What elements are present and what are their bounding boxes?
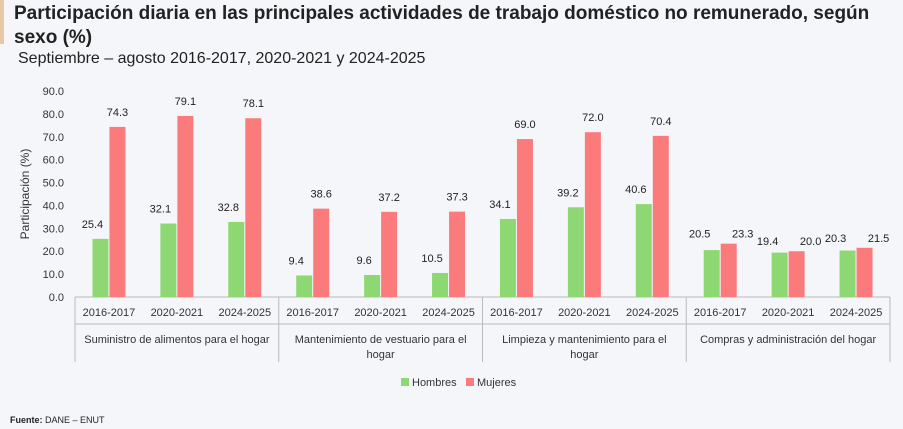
bar-mujeres [313,208,330,297]
y-tick-label: 40.0 [43,200,64,212]
data-label-hombres: 19.4 [757,236,778,248]
bar-mujeres [449,211,466,297]
data-label-hombres: 25.4 [82,219,103,231]
y-tick-label: 60.0 [43,155,64,167]
bar-mujeres [381,211,398,297]
x-tick-label: 2024-2025 [830,307,883,319]
y-tick-label: 10.0 [43,269,64,281]
x-tick-label: 2016-2017 [286,307,339,319]
data-label-mujeres: 74.3 [107,107,128,119]
data-label-hombres: 20.3 [825,233,846,245]
chart-subtitle: Septiembre – agosto 2016-2017, 2020-2021… [18,50,426,67]
bar-hombres [92,238,109,297]
x-tick-label: 2016-2017 [83,307,136,319]
bar-hombres [364,275,381,297]
data-label-mujeres: 70.4 [650,116,671,128]
data-label-mujeres: 37.2 [378,192,399,204]
x-group-label: Mantenimiento de vestuario para el [295,334,467,346]
data-label-hombres: 32.8 [218,202,239,214]
bar-mujeres [584,132,601,297]
x-group-label: Compras y administración del hogar [700,334,876,346]
data-label-mujeres: 23.3 [732,229,753,241]
y-tick-label: 50.0 [43,178,64,190]
bar-hombres [771,252,788,297]
y-tick-label: 20.0 [43,246,64,258]
data-label-hombres: 34.1 [489,199,510,211]
y-tick-label: 30.0 [43,223,64,235]
bar-hombres [499,218,516,297]
x-group-label: Suministro de alimentos para el hogar [84,334,270,346]
data-label-hombres: 9.4 [289,255,304,267]
y-tick-label: 0.0 [49,292,64,304]
data-label-mujeres: 20.0 [800,236,821,248]
data-label-mujeres: 79.1 [175,96,196,108]
y-tick-label: 80.0 [43,109,64,121]
bar-mujeres [720,243,737,297]
y-tick-label: 70.0 [43,132,64,144]
source-text: DANE – ENUT [45,415,105,425]
data-label-hombres: 32.1 [150,204,171,216]
x-tick-label: 2020-2021 [151,307,204,319]
y-axis-label: Participación (%) [18,149,32,240]
data-label-hombres: 10.5 [421,253,442,265]
data-label-mujeres: 38.6 [310,189,331,201]
x-tick-label: 2024-2025 [218,307,271,319]
data-label-mujeres: 72.0 [582,112,603,124]
data-label-hombres: 40.6 [625,184,646,196]
y-tick-label: 90.0 [43,86,64,98]
x-tick-label: 2020-2021 [354,307,407,319]
data-label-mujeres: 21.5 [868,233,889,245]
legend-label-hombres: Hombres [412,377,457,389]
data-label-hombres: 20.5 [689,229,710,241]
x-tick-label: 2024-2025 [626,307,679,319]
data-label-mujeres: 69.0 [514,119,535,131]
bar-hombres [635,204,652,297]
x-group-label: hogar [367,349,395,361]
bar-mujeres [245,118,262,297]
bar-hombres [839,250,856,297]
bar-hombres [567,207,584,297]
source-note: Fuente: DANE – ENUT [10,415,105,425]
bar-hombres [703,250,720,297]
source-label: Fuente: [10,415,43,425]
data-label-hombres: 39.2 [557,187,578,199]
x-tick-label: 2024-2025 [422,307,475,319]
legend-swatch-mujeres [466,378,474,386]
bar-mujeres [177,115,194,298]
x-tick-label: 2016-2017 [694,307,747,319]
x-tick-label: 2020-2021 [558,307,611,319]
chart-title: Participación diaria en las principales … [14,3,870,48]
x-tick-label: 2020-2021 [762,307,815,319]
bar-mujeres [856,247,873,297]
x-group-label: hogar [570,349,598,361]
data-label-mujeres: 78.1 [243,98,264,110]
legend-label-mujeres: Mujeres [477,377,517,389]
legend-swatch-hombres [401,378,409,386]
bar-hombres [228,221,245,297]
data-label-hombres: 9.6 [356,255,371,267]
data-label-mujeres: 37.3 [446,192,467,204]
bar-mujeres [652,135,669,297]
bar-hombres [296,275,313,297]
x-tick-label: 2016-2017 [490,307,543,319]
bar-hombres [160,223,177,297]
bar-mujeres [109,126,126,298]
bar-hombres [432,272,449,297]
x-group-label: Limpieza y mantenimiento para el [502,334,666,346]
bar-mujeres [516,139,533,297]
bar-mujeres [788,251,805,297]
title-accent-bar [0,0,4,44]
